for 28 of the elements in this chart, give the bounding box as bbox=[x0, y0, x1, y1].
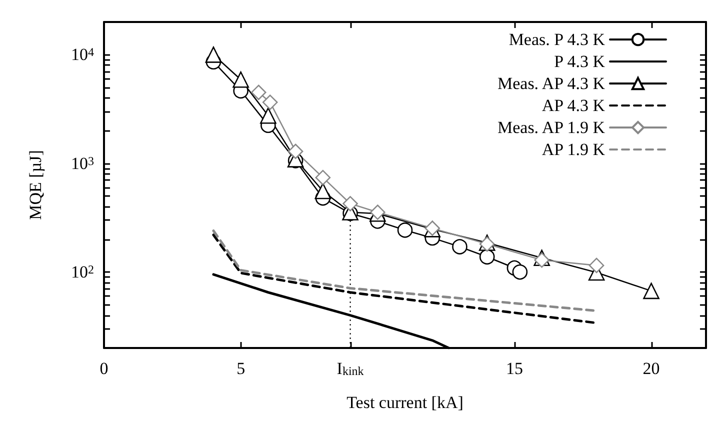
x-tick-label: Ikink bbox=[336, 359, 364, 378]
point bbox=[512, 264, 528, 280]
point bbox=[232, 71, 249, 88]
x-tick-label: 5 bbox=[236, 359, 246, 378]
point bbox=[643, 282, 660, 300]
x-axis-title: Test current [kA] bbox=[346, 393, 464, 412]
legend-label: Meas. AP 4.3 K bbox=[497, 74, 606, 93]
legend-label: AP 4.3 K bbox=[542, 96, 606, 115]
point bbox=[205, 46, 222, 63]
x-tick-label: 20 bbox=[642, 359, 660, 378]
point bbox=[452, 239, 468, 254]
legend-label: AP 1.9 K bbox=[542, 140, 606, 159]
legend-label: P 4.3 K bbox=[554, 52, 606, 71]
y-axis-title: MQE [µJ] bbox=[26, 150, 45, 220]
point bbox=[260, 107, 276, 124]
point bbox=[342, 196, 358, 212]
point bbox=[397, 222, 413, 238]
legend-label: Meas. AP 1.9 K bbox=[497, 118, 606, 137]
point bbox=[314, 182, 332, 200]
x-tick-label: 0 bbox=[100, 359, 108, 378]
point bbox=[315, 170, 331, 186]
point bbox=[250, 84, 266, 100]
point bbox=[588, 258, 604, 274]
x-tick-label: 15 bbox=[506, 359, 523, 378]
point bbox=[288, 144, 304, 160]
point bbox=[479, 249, 495, 264]
legend-label: Meas. P 4.3 K bbox=[508, 30, 606, 49]
point bbox=[262, 94, 278, 110]
